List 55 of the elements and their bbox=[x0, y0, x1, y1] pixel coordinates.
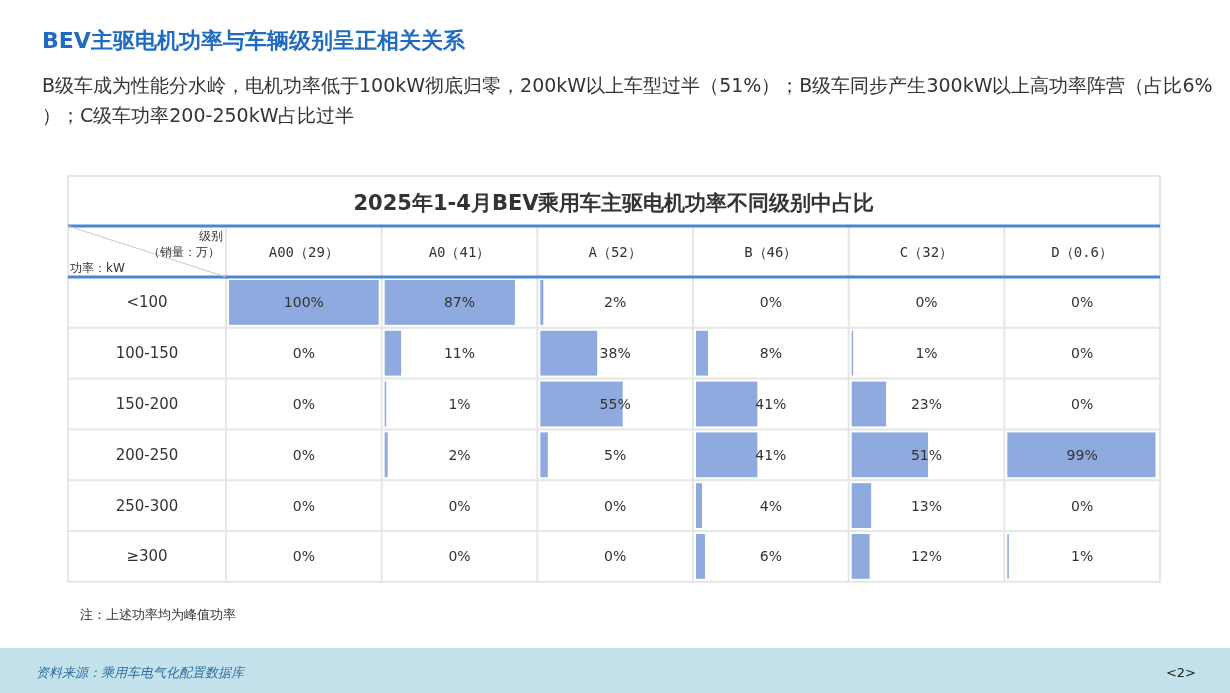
y-tick-label: 250-300 bbox=[115, 496, 179, 515]
data-label: 0% bbox=[448, 497, 471, 514]
x-tick-label: B（46） bbox=[744, 243, 798, 260]
data-label: 0% bbox=[448, 548, 471, 565]
data-label: 0% bbox=[292, 396, 315, 412]
data-label: 100% bbox=[283, 294, 324, 311]
data-label: 1% bbox=[915, 345, 938, 362]
data-label: 0% bbox=[292, 345, 315, 362]
chart-title: BEV主驱电机功率与车辆级别呈正相关关系 bbox=[42, 28, 466, 53]
data-label: 0% bbox=[292, 497, 315, 514]
data-label: 11% bbox=[443, 345, 476, 362]
data-label: 0% bbox=[292, 548, 315, 565]
data-label: 23% bbox=[910, 396, 943, 412]
data-label: 0% bbox=[604, 548, 627, 565]
text: （销量：万） bbox=[148, 245, 220, 259]
data-label: 41% bbox=[755, 446, 787, 463]
chart-subtitle: B级车成为性能分水岭，电机功率低于100kW彻底归零，200kW以上车型过半（51%）；B级车同步产生300kW以上高功率阵营（占比6%）；C级车功率200-250kW占比过半 bbox=[42, 74, 1213, 126]
data-label: 1% bbox=[1071, 548, 1094, 565]
y-axis-title: 功率：kW bbox=[70, 261, 125, 275]
data-label: 13% bbox=[910, 497, 943, 514]
data-label: 0% bbox=[1071, 497, 1094, 514]
y-tick-label: 100-150 bbox=[115, 344, 179, 363]
x-tick-label: C（32） bbox=[899, 243, 954, 260]
data-label: 6% bbox=[759, 548, 782, 565]
data-label: 1% bbox=[448, 396, 471, 412]
text: 资料来源：乘用车电气化配置数据库 bbox=[36, 665, 246, 680]
data-label: 0% bbox=[292, 446, 315, 463]
y-tick-label: <100 bbox=[126, 293, 168, 312]
data-label: 12% bbox=[910, 548, 943, 565]
y-tick-label: ≥300 bbox=[126, 547, 168, 566]
data-label: 2% bbox=[604, 294, 627, 311]
data-label: 99% bbox=[1066, 446, 1098, 463]
x-tick-label: A（52） bbox=[588, 243, 642, 260]
data-label: 0% bbox=[604, 497, 627, 514]
x-tick-label: A00（29） bbox=[268, 243, 339, 260]
data-label: 0% bbox=[915, 294, 938, 311]
data-label: 4% bbox=[759, 497, 782, 514]
data-label: 5% bbox=[604, 446, 627, 463]
data-label: 87% bbox=[443, 294, 476, 311]
y-tick-label: 150-200 bbox=[115, 395, 179, 413]
text: <2> bbox=[1165, 665, 1196, 680]
data-label: 0% bbox=[1071, 345, 1094, 362]
data-label: 0% bbox=[759, 294, 782, 311]
x-tick-label: A0（41） bbox=[428, 243, 491, 260]
text: 2025年1-4月BEV乘用车主驱电机功率不同级别中占比 bbox=[353, 191, 875, 215]
data-label: 8% bbox=[759, 345, 782, 362]
x-tick-label: D（0.6） bbox=[1051, 243, 1114, 260]
data-label: 41% bbox=[755, 396, 787, 412]
x-axis-title: 级别 bbox=[199, 229, 223, 243]
data-label: 2% bbox=[448, 446, 471, 463]
text: 注：上述功率均为峰值功率 bbox=[80, 607, 236, 622]
y-tick-label: 200-250 bbox=[115, 445, 179, 464]
data-label: 0% bbox=[1071, 294, 1094, 311]
data-label: 38% bbox=[599, 345, 631, 362]
data-label: 0% bbox=[1071, 396, 1094, 412]
